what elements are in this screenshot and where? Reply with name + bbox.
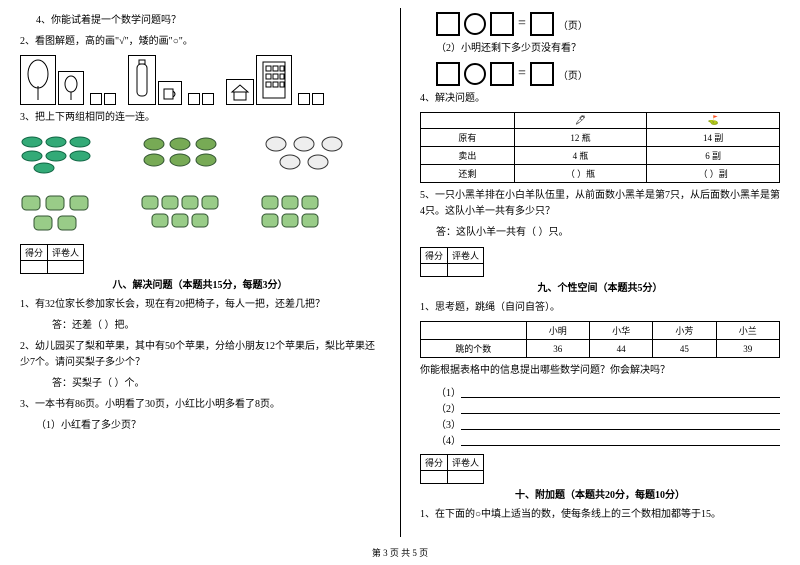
- score-label: 得分: [21, 245, 48, 261]
- answer-box[interactable]: [188, 93, 200, 105]
- score-box-8: 得分评卷人: [20, 244, 380, 274]
- q-math-problem: 4、你能试着提一个数学问题吗？: [20, 13, 380, 29]
- chicken-group: [260, 134, 350, 184]
- score-cell[interactable]: [421, 471, 448, 484]
- score-box-10: 得分评卷人: [420, 454, 780, 484]
- duck-group: [140, 134, 230, 184]
- score-cell[interactable]: [421, 264, 448, 277]
- score-cell[interactable]: [21, 261, 48, 274]
- pair-building-boxes: [298, 93, 324, 105]
- grader-cell[interactable]: [48, 261, 84, 274]
- answer-box[interactable]: [202, 93, 214, 105]
- animal-groups: [20, 134, 380, 184]
- eq-box[interactable]: [436, 12, 460, 36]
- q2-images: [20, 55, 380, 105]
- eq-box[interactable]: [530, 62, 554, 86]
- pair-tree-boxes: [90, 93, 116, 105]
- item-num: （2）: [436, 400, 461, 416]
- section-9-title: 九、个性空间（本题共5分）: [420, 279, 780, 294]
- cups-6: [260, 194, 350, 234]
- grader-label: 评卷人: [448, 455, 484, 471]
- item-num: （4）: [436, 432, 461, 448]
- answer-line[interactable]: [461, 434, 780, 446]
- table-row: 原有12 瓶14 副: [421, 129, 780, 147]
- building-icon: [256, 55, 292, 105]
- s9-prompt: 你能根据表格中的信息提出哪些数学问题？你会解决吗？: [420, 363, 780, 379]
- table-row: 🖋⛳: [421, 113, 780, 129]
- table-row: 卖出4 瓶6 副: [421, 147, 780, 165]
- r-q5-ans: 答：这队小羊一共有（ ）只。: [420, 225, 780, 241]
- item-num: （3）: [436, 416, 461, 432]
- table-row: 跳的个数 36 44 45 39: [421, 340, 780, 358]
- q3-label: 3、把上下两组相同的连一连。: [20, 110, 380, 126]
- pair-thermos: [128, 55, 182, 105]
- eq-box[interactable]: [436, 62, 460, 86]
- s8-q2: 2、幼儿园买了梨和苹果，其中有50个苹果，分给小朋友12个苹果后，梨比苹果还少7…: [20, 339, 380, 371]
- tree-short-icon: [58, 71, 84, 105]
- eq-unit: （页）: [558, 17, 588, 32]
- answer-line[interactable]: [461, 402, 780, 414]
- pair-building: [226, 55, 292, 105]
- house-icon: [226, 79, 254, 105]
- tree-tall-icon: [20, 55, 56, 105]
- eq-box[interactable]: [490, 62, 514, 86]
- eq-box[interactable]: [530, 12, 554, 36]
- eq-unit: （页）: [558, 67, 588, 82]
- inventory-table: 🖋⛳ 原有12 瓶14 副 卖出4 瓶6 副 还剩（ ）瓶（ ）副: [420, 112, 780, 183]
- grader-cell[interactable]: [448, 471, 484, 484]
- s8-q1: 1、有32位家长参加家长会，现在有20把椅子，每人一把，还差几把？: [20, 297, 380, 313]
- score-box-9: 得分评卷人: [420, 247, 780, 277]
- table-row: 还剩（ ）瓶（ ）副: [421, 165, 780, 183]
- s10-q1: 1、在下面的○中填上适当的数，使每条线上的三个数相加都等于15。: [420, 507, 780, 523]
- answer-box[interactable]: [104, 93, 116, 105]
- r-q5: 5、一只小黑羊排在小白羊队伍里，从前面数小黑羊是第7只，从后面数小黑羊是第4只。…: [420, 188, 780, 220]
- pair-thermos-boxes: [188, 93, 214, 105]
- right-column: = （页） （2）小明还剩下多少页没有看？ = （页） 4、解决问题。 🖋⛳ 原…: [400, 0, 800, 545]
- section-8-title: 八、解决问题（本题共15分，每题3分）: [20, 276, 380, 291]
- answer-line[interactable]: [461, 386, 780, 398]
- score-label: 得分: [421, 455, 448, 471]
- thermos-icon: [128, 55, 156, 105]
- cups-7: [140, 194, 230, 234]
- s8-q3-1: （1）小红看了多少页？: [20, 418, 380, 434]
- eq-circle[interactable]: [464, 63, 486, 85]
- s8-q1-ans: 答：还差（ ）把。: [20, 318, 380, 334]
- answer-lines: （1） （2） （3） （4）: [420, 384, 780, 448]
- grader-label: 评卷人: [448, 248, 484, 264]
- answer-line[interactable]: [461, 418, 780, 430]
- answer-box[interactable]: [90, 93, 102, 105]
- score-label: 得分: [421, 248, 448, 264]
- page-footer: 第 3 页 共 5 页: [0, 546, 800, 559]
- s8-q3: 3、一本书有86页。小明看了30页，小红比小明多看了8页。: [20, 397, 380, 413]
- table-row: 小明 小华 小芳 小兰: [421, 322, 780, 340]
- cups-5: [20, 194, 110, 234]
- equals-sign: =: [518, 66, 526, 82]
- eq-circle[interactable]: [464, 13, 486, 35]
- q2-label: 2、看图解题，高的画"√"，矮的画"○"。: [20, 34, 380, 50]
- cup-groups: [20, 194, 380, 234]
- cup-icon: [158, 81, 182, 105]
- pair-tree: [20, 55, 84, 105]
- grader-cell[interactable]: [448, 264, 484, 277]
- fish-group: [20, 134, 110, 184]
- left-column: 4、你能试着提一个数学问题吗？ 2、看图解题，高的画"√"，矮的画"○"。: [0, 0, 400, 545]
- eq2-label: （2）小明还剩下多少页没有看？: [420, 41, 780, 57]
- eq-box[interactable]: [490, 12, 514, 36]
- grader-label: 评卷人: [48, 245, 84, 261]
- s9-q1: 1、思考题，跳绳（自问自答）。: [420, 300, 780, 316]
- item-num: （1）: [436, 384, 461, 400]
- answer-box[interactable]: [298, 93, 310, 105]
- equation-2: = （页）: [420, 62, 780, 86]
- section-10-title: 十、附加题（本题共20分，每题10分）: [420, 486, 780, 501]
- jump-table: 小明 小华 小芳 小兰 跳的个数 36 44 45 39: [420, 321, 780, 358]
- answer-box[interactable]: [312, 93, 324, 105]
- equation-1: = （页）: [420, 12, 780, 36]
- r-q4: 4、解决问题。: [420, 91, 780, 107]
- s8-q2-ans: 答：买梨子（ ）个。: [20, 376, 380, 392]
- equals-sign: =: [518, 16, 526, 32]
